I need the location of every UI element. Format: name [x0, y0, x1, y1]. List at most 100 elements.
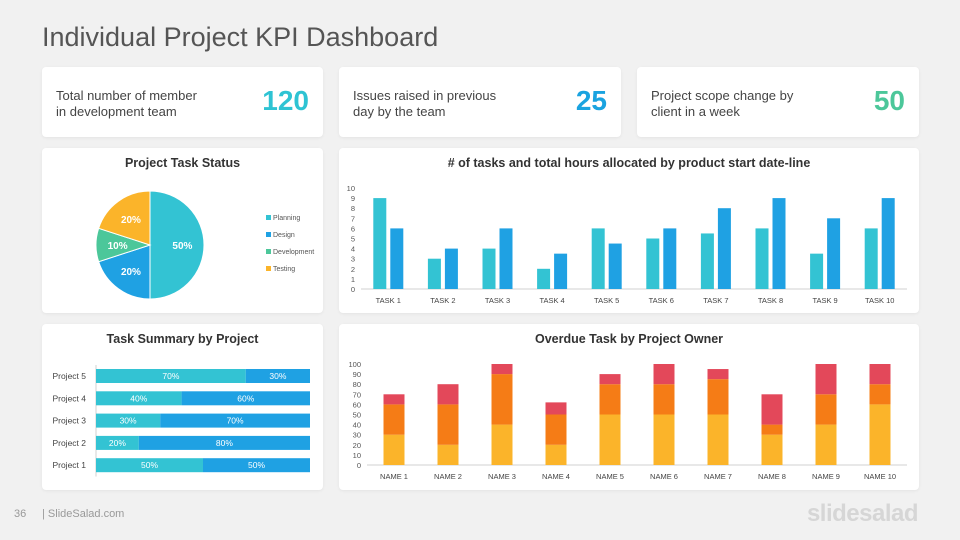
bar — [427, 258, 441, 289]
y-tick-label: 0 — [357, 461, 361, 470]
x-tick-label: NAME 1 — [380, 472, 408, 481]
pie-slice-label: 20% — [121, 215, 141, 226]
y-tick-label: 60 — [353, 400, 361, 409]
y-tick-label: 90 — [353, 370, 361, 379]
x-tick-label: NAME 3 — [488, 472, 516, 481]
y-tick-label: 40 — [353, 421, 361, 430]
kpi-label-line1: Project scope change by — [651, 88, 794, 103]
x-tick-label: NAME 8 — [758, 472, 786, 481]
kpi-value: 25 — [575, 85, 607, 116]
y-tick-label: 10 — [353, 451, 361, 460]
bar-segment — [545, 414, 567, 445]
y-tick-label: 50 — [353, 411, 361, 420]
chart-title: # of tasks and total hours allocated by … — [447, 156, 811, 170]
bar — [717, 208, 731, 289]
legend-label: Design — [273, 232, 295, 239]
kpi-label-line1: Total number of member — [56, 88, 197, 103]
bar-segment — [203, 458, 310, 473]
bar — [554, 253, 568, 289]
bar-segment — [181, 391, 310, 406]
bar-segment — [653, 384, 675, 415]
bar-segment-label: 60% — [237, 393, 254, 403]
kpi-value: 120 — [262, 85, 309, 116]
page-title: Individual Project KPI Dashboard — [42, 22, 439, 52]
bar — [390, 228, 404, 289]
x-tick-label: NAME 5 — [596, 472, 624, 481]
bar-segment-label: 30% — [269, 371, 286, 381]
bar-segment — [815, 394, 837, 425]
task-summary-card: Task Summary by Project 70% 30% Project 5 4… — [42, 324, 323, 490]
bar-segment-label: 50% — [248, 460, 265, 470]
bar — [700, 233, 714, 289]
bar — [646, 238, 660, 289]
bar — [608, 243, 622, 289]
y-tick-label: 7 — [351, 214, 355, 223]
bar-segment — [545, 444, 567, 465]
x-tick-label: TASK 7 — [703, 296, 728, 305]
bar-segment — [96, 413, 161, 428]
y-tick-label: 9 — [351, 194, 355, 203]
pie-slice — [98, 244, 151, 300]
bar — [864, 228, 878, 289]
kpi-label-line2: in development team — [56, 104, 177, 119]
bar-segment-label: 80% — [216, 438, 233, 448]
pie-slice-label: 50% — [172, 241, 192, 252]
kpi-card-issues: Issues raised in previous day by the tea… — [339, 67, 621, 137]
kpi-label: Total number of member in development te… — [56, 88, 197, 120]
y-tick-label: 8 — [351, 204, 355, 213]
bar-segment — [653, 364, 675, 385]
legend-swatch — [266, 215, 271, 220]
bar-segment — [160, 413, 310, 428]
brand-logo: slidesalad — [806, 500, 919, 527]
footer-site: | SlideSalad.com — [42, 508, 125, 520]
y-tick-label: 5 — [351, 235, 355, 244]
pie-chart-card: Project Task Status 50% 20% 10% 20% Planning… — [42, 148, 323, 313]
bar — [373, 198, 387, 289]
bar-segment — [707, 369, 729, 380]
pie-chart: 50% 20% 10% 20% Planning Design Development Tes… — [95, 190, 314, 300]
bar — [444, 248, 458, 289]
bar — [537, 268, 551, 289]
bar — [772, 198, 786, 289]
legend-swatch — [266, 266, 271, 271]
kpi-card-members: Total number of member in development te… — [42, 67, 323, 137]
category-label: Project 2 — [52, 438, 86, 448]
y-tick-label: 70 — [353, 390, 361, 399]
bar-segment — [815, 364, 837, 395]
bar — [755, 228, 769, 289]
y-tick-label: 1 — [351, 275, 355, 284]
bar-segment — [869, 404, 891, 465]
bar-segment — [437, 404, 459, 445]
chart-title: Task Summary by Project — [106, 332, 259, 346]
pie-slice-label: 20% — [121, 267, 141, 278]
x-tick-label: NAME 10 — [864, 472, 896, 481]
bar-segment — [383, 394, 405, 405]
kpi-label: Issues raised in previous day by the tea… — [353, 88, 496, 120]
bar-segment — [437, 384, 459, 405]
legend-swatch — [266, 232, 271, 237]
x-tick-label: TASK 3 — [485, 296, 510, 305]
bar — [810, 253, 824, 289]
bar-segment — [437, 444, 459, 465]
pie-slice — [98, 190, 151, 246]
x-tick-label: NAME 7 — [704, 472, 732, 481]
kpi-label-line2: client in a week — [651, 104, 740, 119]
bar-segment — [761, 394, 783, 425]
bar-segment-label: 70% — [227, 416, 244, 426]
x-tick-label: TASK 6 — [649, 296, 674, 305]
bar — [499, 228, 513, 289]
bar-segment-label: 50% — [141, 460, 158, 470]
bar-segment-label: 30% — [120, 416, 137, 426]
bar-segment — [96, 369, 246, 383]
bar-segment — [869, 384, 891, 405]
bar-segment-label: 40% — [130, 393, 147, 403]
pie-slice-label: 10% — [108, 241, 128, 252]
x-tick-label: TASK 4 — [539, 296, 564, 305]
y-tick-label: 0 — [351, 285, 355, 294]
legend-label: Testing — [273, 266, 295, 273]
overdue-chart-card: Overdue Task by Project Owner 0 10 20 30 40 5… — [339, 324, 919, 490]
bar — [591, 228, 605, 289]
x-tick-label: TASK 5 — [594, 296, 619, 305]
pie-slice — [149, 190, 205, 300]
